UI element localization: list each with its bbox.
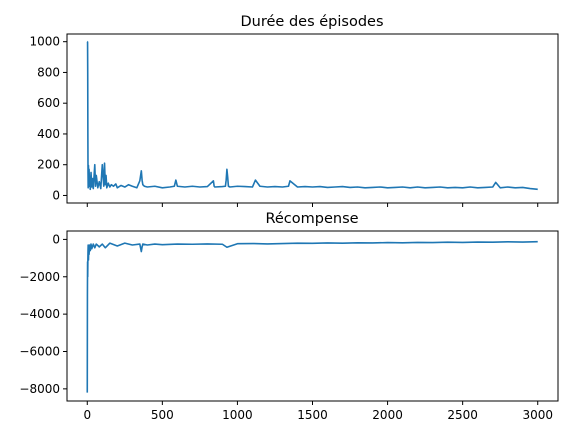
chart-bottom-title: Récompense (265, 211, 358, 227)
chart-bottom-y-tick-label: −8000 (19, 382, 60, 396)
chart-bottom-x-tick-label: 1000 (222, 408, 253, 422)
chart-bottom-x-tick-label: 3000 (522, 408, 553, 422)
chart-top-y-tick-label: 400 (37, 127, 60, 141)
chart-bottom-x-tick-label: 500 (151, 408, 174, 422)
chart-bottom-y-tick-label: −6000 (19, 344, 60, 358)
chart-top-y-tick-label: 1000 (29, 35, 60, 49)
chart-bottom-x-tick-label: 0 (83, 408, 91, 422)
chart-bottom-x-tick-label: 2000 (372, 408, 403, 422)
chart-top-y-tick-label: 600 (37, 96, 60, 110)
chart-bottom-y-tick-label: 0 (52, 232, 60, 246)
chart-bottom-y-tick-label: −4000 (19, 307, 60, 321)
chart-bottom-y-tick-label: −2000 (19, 270, 60, 284)
chart-top-y-tick-label: 0 (52, 188, 60, 202)
chart-top-y-tick-label: 200 (37, 158, 60, 172)
chart-top-title: Durée des épisodes (241, 14, 384, 30)
chart-top-y-tick-label: 800 (37, 65, 60, 79)
chart-bottom-x-tick-label: 1500 (297, 408, 328, 422)
chart-bottom-x-tick-label: 2500 (447, 408, 478, 422)
